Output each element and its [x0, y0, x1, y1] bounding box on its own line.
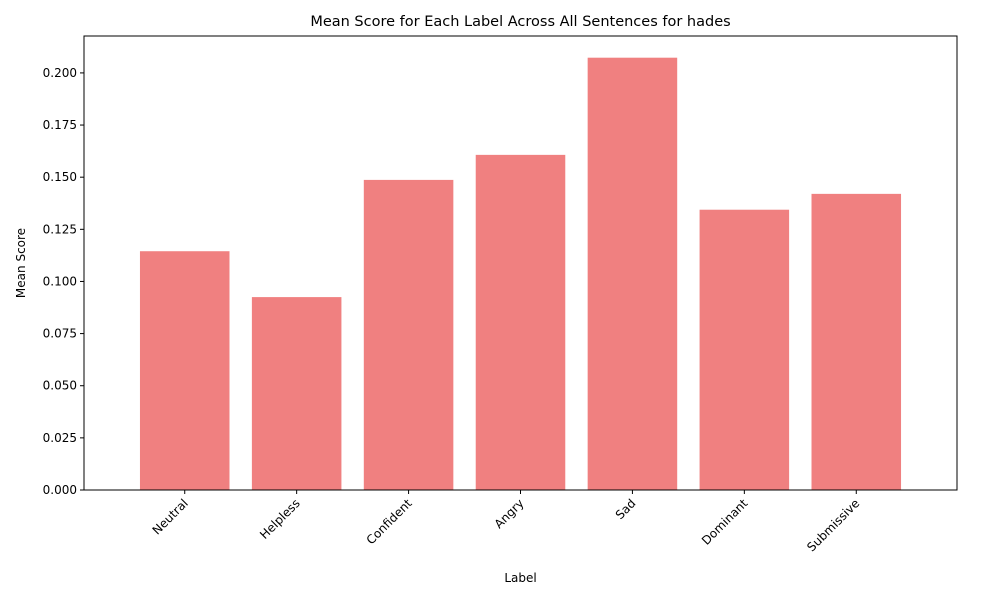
y-tick-label: 0.000	[43, 483, 77, 497]
y-tick-label: 0.025	[43, 431, 77, 445]
bar-neutral	[139, 251, 230, 490]
x-tick-label-sad: Sad	[613, 496, 639, 522]
bar-angry	[475, 154, 566, 491]
bar-helpless	[251, 297, 342, 490]
x-tick-label-neutral: Neutral	[150, 496, 191, 537]
x-tick-label-dominant: Dominant	[699, 496, 751, 548]
y-tick-label: 0.200	[43, 66, 77, 80]
y-tick-label: 0.075	[43, 327, 77, 341]
x-tick-label-helpless: Helpless	[257, 496, 303, 542]
y-tick-label: 0.150	[43, 170, 77, 184]
y-axis-title: Mean Score	[14, 228, 28, 298]
bars-group	[139, 57, 902, 491]
bar-confident	[363, 179, 454, 490]
x-tick-label-confident: Confident	[364, 496, 415, 547]
y-tick-label: 0.100	[43, 274, 77, 288]
x-tick-label-angry: Angry	[492, 496, 527, 531]
y-tick-label: 0.175	[43, 118, 77, 132]
plot-frame	[83, 35, 958, 491]
bar-sad	[587, 57, 678, 490]
bar-dominant	[699, 209, 790, 490]
chart-title: Mean Score for Each Label Across All Sen…	[310, 14, 730, 30]
x-tick-label-submissive: Submissive	[804, 496, 862, 554]
x-axis: Neutral Helpless Confident Angry Sad Dominant…	[150, 490, 862, 554]
y-tick-label: 0.125	[43, 222, 77, 236]
y-tick-label: 0.050	[43, 379, 77, 393]
y-axis: 0.000 0.025 0.050 0.075 0.100 0.125 0.150 0.175…	[43, 66, 84, 497]
x-axis-title: Label	[504, 571, 536, 585]
bar-submissive	[811, 193, 902, 490]
